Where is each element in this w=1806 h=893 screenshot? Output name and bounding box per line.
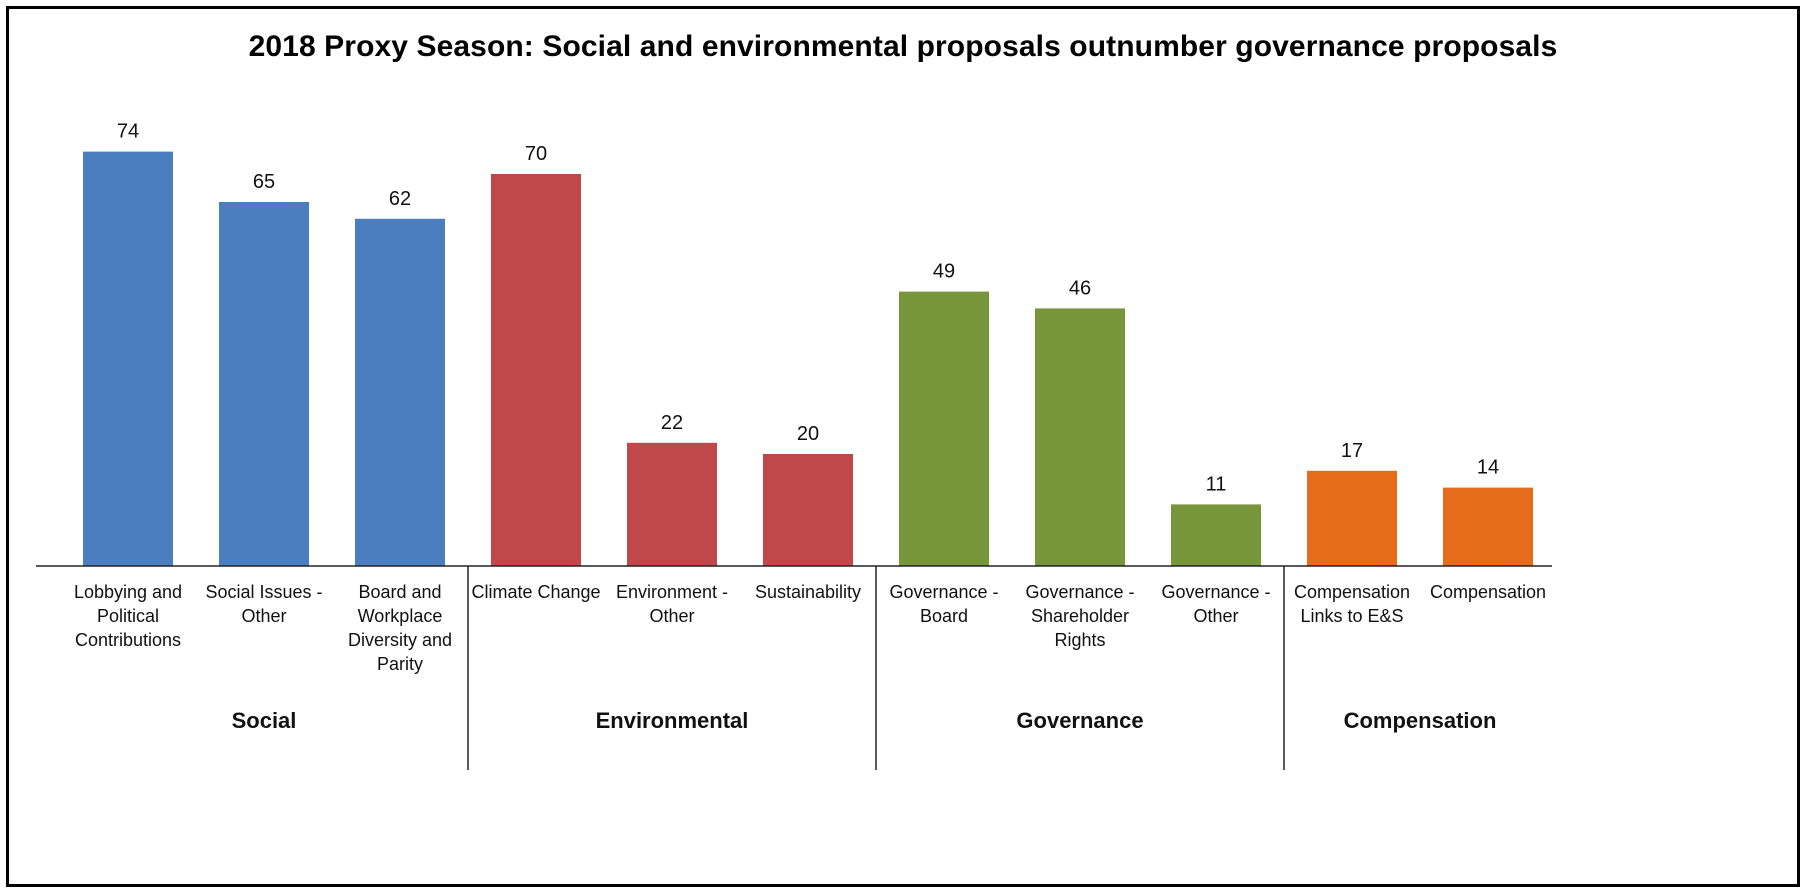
bar	[1443, 487, 1533, 566]
category-label: Climate Change	[471, 582, 600, 602]
data-label: 17	[1341, 440, 1363, 462]
data-label: 74	[117, 121, 139, 143]
bar	[491, 174, 581, 566]
group-label: Governance	[1016, 708, 1143, 733]
data-label: 20	[797, 423, 819, 445]
data-label: 22	[661, 412, 683, 434]
bar	[627, 442, 717, 566]
category-label: Compensation	[1430, 582, 1546, 602]
category-label: Governance -Shareholder Rights	[1025, 582, 1134, 650]
group-label: Compensation	[1344, 708, 1497, 733]
group-label: Social	[232, 708, 297, 733]
category-label: Sustainability	[755, 582, 861, 602]
category-label: Environment -Other	[616, 582, 728, 626]
category-label: Governance -Other	[1161, 582, 1270, 626]
bar	[1307, 470, 1397, 566]
data-label: 65	[253, 171, 275, 193]
bar	[355, 218, 445, 567]
data-label: 11	[1206, 473, 1227, 495]
category-label: Governance -Board	[889, 582, 998, 626]
data-label: 70	[525, 143, 547, 165]
chart-title: 2018 Proxy Season: Social and environmen…	[248, 30, 1558, 63]
data-label: 62	[389, 188, 411, 210]
bar	[899, 291, 989, 566]
category-label: Lobbying and Political Contributions	[74, 582, 182, 650]
bar	[1171, 504, 1261, 566]
bar	[763, 454, 853, 566]
category-label: Social Issues -Other	[205, 582, 322, 626]
data-label: 14	[1477, 457, 1499, 479]
group-label: Environmental	[596, 708, 749, 733]
data-label: 46	[1069, 277, 1091, 299]
bar	[219, 202, 309, 566]
bar	[1035, 308, 1125, 566]
category-label: Compensation Links to E&S	[1294, 582, 1410, 626]
category-label: Board and Workplace Diversity and Parity	[348, 582, 452, 674]
bar	[83, 151, 173, 566]
data-label: 49	[933, 261, 955, 283]
